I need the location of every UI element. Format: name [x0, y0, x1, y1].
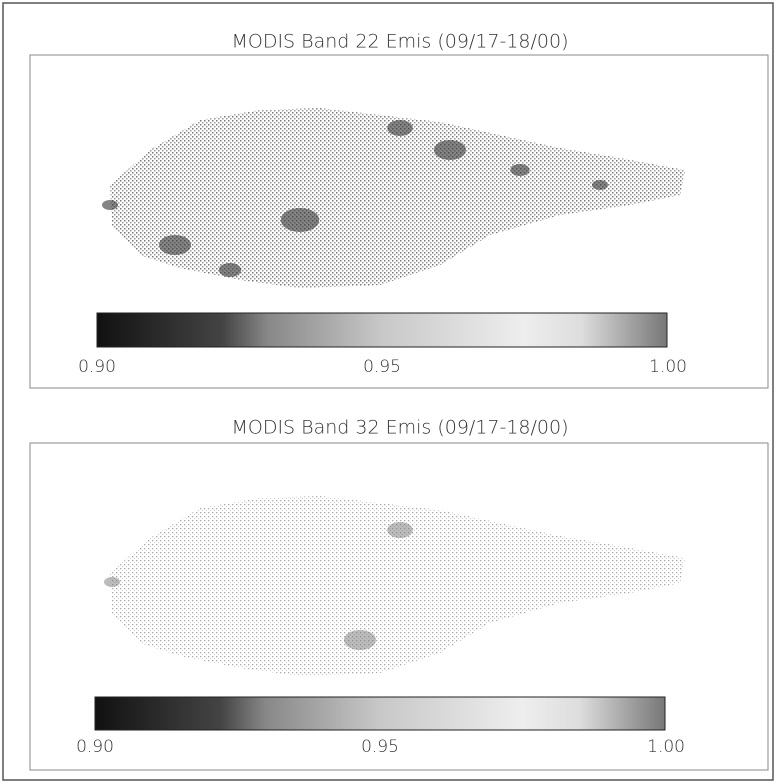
- map-dark-spot: [344, 630, 376, 650]
- map-dark-spot: [592, 180, 608, 190]
- map-dark-spot: [387, 120, 413, 136]
- colorbar-tick-label: 0.90: [76, 737, 114, 757]
- colorbar: [95, 697, 665, 730]
- colorbar-tick-label: 1.00: [649, 357, 687, 377]
- map-dark-spot: [510, 164, 529, 176]
- colorbar-tick-label: 0.95: [361, 737, 399, 757]
- panel-title: MODIS Band 22 Emis (09/17-18/00): [231, 31, 568, 53]
- colorbar-tick-label: 0.95: [363, 357, 401, 377]
- map-dark-spot: [434, 140, 466, 160]
- map-dark-spot: [104, 577, 120, 587]
- colorbar-tick-label: 0.90: [78, 357, 116, 377]
- map-dark-spot: [219, 263, 241, 277]
- colorbar: [97, 313, 667, 347]
- panel-title: MODIS Band 32 Emis (09/17-18/00): [231, 417, 568, 439]
- map-dark-spot: [387, 522, 413, 538]
- map-dark-spot: [102, 200, 118, 210]
- figure: MODIS Band 22 Emis (09/17-18/00) 0.90 0.95…: [0, 0, 777, 784]
- map-dark-spot: [159, 235, 191, 255]
- colorbar-tick-label: 1.00: [647, 737, 685, 757]
- map-dark-spot: [281, 208, 319, 232]
